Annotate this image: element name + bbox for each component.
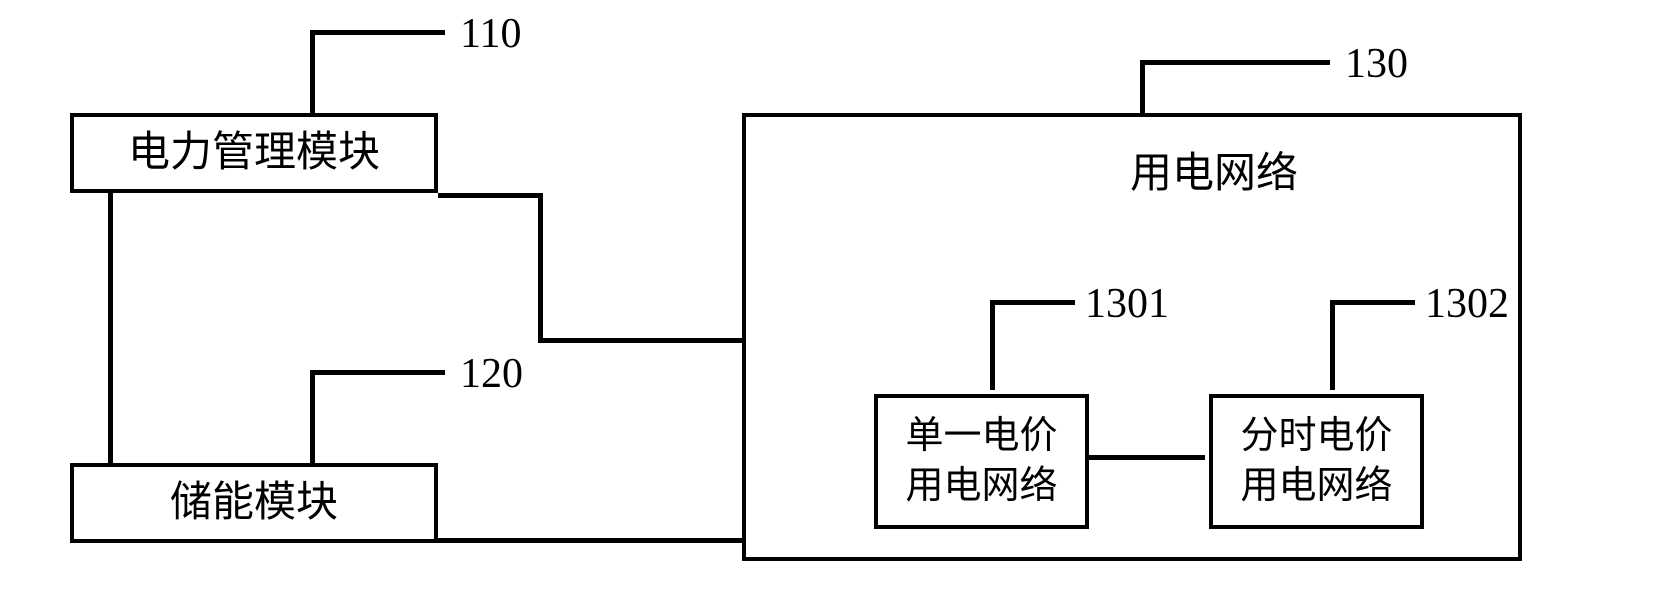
timed-price-line1: 分时电价 — [1240, 415, 1392, 457]
box-single-price-grid: 单一电价 用电网络 — [874, 394, 1089, 529]
leader-120-v — [310, 370, 315, 463]
single-price-line1: 单一电价 — [905, 415, 1057, 457]
box-timed-price-grid-text: 分时电价 用电网络 — [1240, 412, 1392, 511]
box-power-grid-title: 用电网络 — [1114, 139, 1314, 200]
timed-price-line2: 用电网络 — [1240, 465, 1392, 507]
leader-1302-v — [1330, 300, 1335, 390]
leader-130-v — [1140, 60, 1145, 113]
box-power-management: 电力管理模块 — [70, 113, 438, 193]
leader-110-v — [310, 30, 315, 113]
label-110: 110 — [460, 10, 521, 58]
conn-mgmt-grid-h2 — [538, 338, 742, 343]
leader-1302-h — [1330, 300, 1415, 305]
conn-mgmt-storage — [108, 193, 113, 463]
diagram-canvas: 电力管理模块 储能模块 用电网络 单一电价 用电网络 分时电价 用电网络 110… — [0, 0, 1672, 614]
box-energy-storage-label: 储能模块 — [170, 476, 338, 531]
leader-110-h — [310, 30, 445, 35]
box-energy-storage: 储能模块 — [70, 463, 438, 543]
box-power-management-label: 电力管理模块 — [128, 126, 380, 181]
conn-mgmt-grid-h1 — [438, 193, 543, 198]
box-power-grid: 用电网络 单一电价 用电网络 分时电价 用电网络 — [742, 113, 1522, 561]
label-120: 120 — [460, 350, 523, 398]
leader-1301-h — [990, 300, 1075, 305]
box-single-price-grid-text: 单一电价 用电网络 — [905, 412, 1057, 511]
label-1302: 1302 — [1425, 280, 1509, 328]
leader-130-h — [1140, 60, 1330, 65]
box-timed-price-grid: 分时电价 用电网络 — [1209, 394, 1424, 529]
conn-storage-grid — [438, 538, 742, 543]
conn-subgrids — [1085, 455, 1205, 460]
conn-mgmt-grid-v — [538, 193, 543, 343]
label-1301: 1301 — [1085, 280, 1169, 328]
leader-120-h — [310, 370, 445, 375]
single-price-line2: 用电网络 — [905, 465, 1057, 507]
leader-1301-v — [990, 300, 995, 390]
label-130: 130 — [1345, 40, 1408, 88]
